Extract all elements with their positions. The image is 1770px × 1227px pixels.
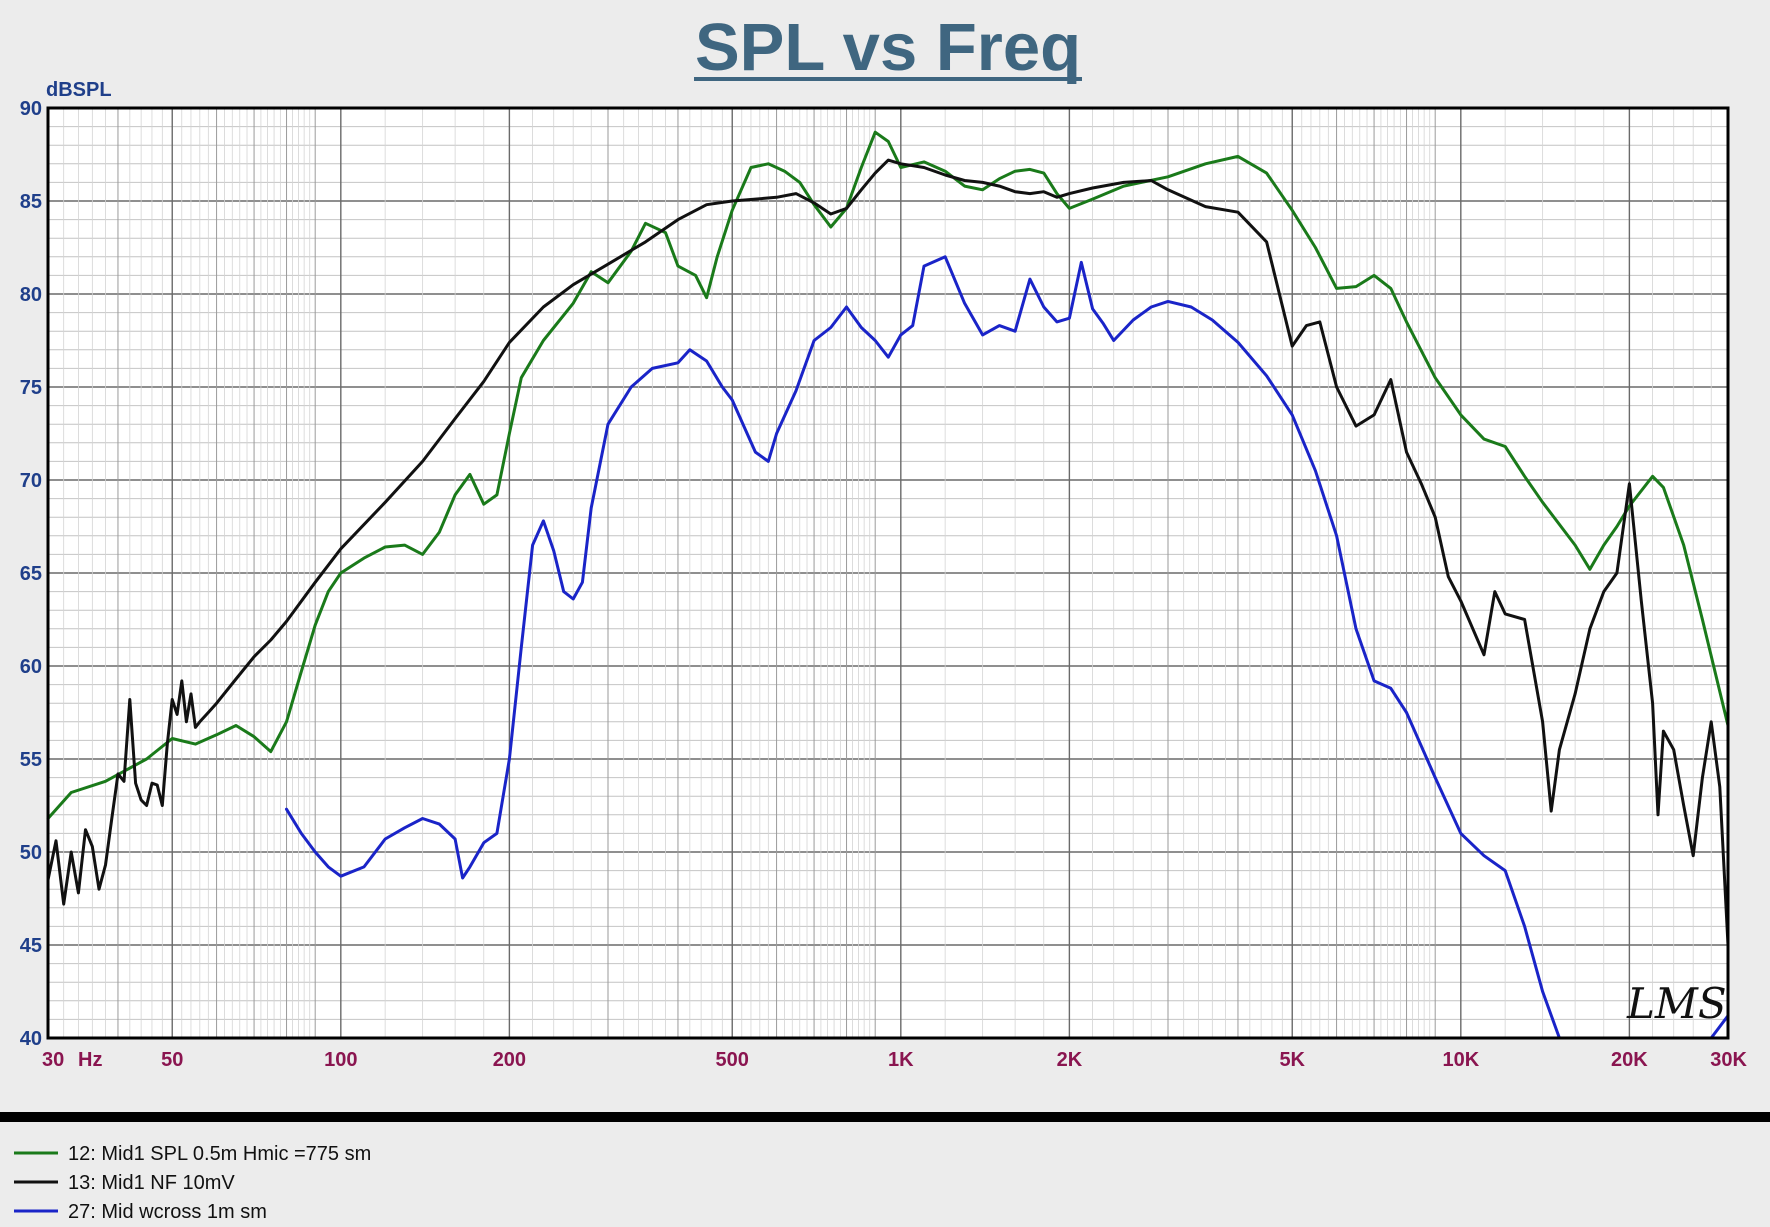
series-layer — [46, 130, 1730, 1040]
chart-title: SPL vs Freq — [695, 10, 1081, 85]
series-line-2 — [46, 158, 1730, 947]
y-tick-label: 60 — [20, 656, 42, 678]
legend-label: 27: Mid wcross 1m sm — [68, 1201, 267, 1223]
x-tick-label: 1K — [888, 1049, 914, 1071]
series-line-3 — [285, 255, 1730, 1040]
series-line-1 — [46, 130, 1730, 820]
x-tick-label: 5K — [1279, 1049, 1305, 1071]
legend: 12: Mid1 SPL 0.5m Hmic =775 sm 13: Mid1 N… — [14, 1143, 371, 1223]
plot-grid — [47, 107, 1729, 1039]
legend-label: 12: Mid1 SPL 0.5m Hmic =775 sm — [68, 1143, 371, 1165]
x-tick-label: 200 — [493, 1049, 526, 1071]
x-unit-label: Hz — [78, 1049, 102, 1071]
plot-frame — [46, 106, 1730, 1040]
x-tick-labels: 30 50 100 200 500 1K 2K 5K 10K 20K 30K — [42, 1049, 1748, 1071]
x-tick-label: 30 — [42, 1049, 64, 1071]
y-tick-label: 55 — [20, 749, 42, 771]
legend-label: 13: Mid1 NF 10mV — [68, 1172, 235, 1194]
x-tick-label: 2K — [1057, 1049, 1083, 1071]
y-axis-label: dBSPL — [46, 79, 112, 101]
x-tick-label: 20K — [1611, 1049, 1648, 1071]
y-tick-labels: 90 85 80 75 70 65 60 55 50 45 40 — [20, 98, 42, 1050]
chart-title-group: SPL vs Freq — [694, 10, 1082, 85]
y-tick-label: 45 — [20, 935, 42, 957]
y-tick-label: 70 — [20, 470, 42, 492]
y-tick-label: 65 — [20, 563, 42, 585]
y-tick-label: 80 — [20, 284, 42, 306]
y-tick-label: 75 — [20, 377, 42, 399]
x-tick-label: 30K — [1710, 1049, 1747, 1071]
x-tick-label: 50 — [161, 1049, 183, 1071]
y-tick-label: 40 — [20, 1028, 42, 1050]
x-tick-label: 100 — [324, 1049, 357, 1071]
legend-divider — [0, 1112, 1770, 1122]
y-tick-label: 90 — [20, 98, 42, 120]
lms-watermark: LMS — [1626, 979, 1727, 1028]
x-tick-label: 500 — [716, 1049, 749, 1071]
y-tick-label: 50 — [20, 842, 42, 864]
x-tick-label: 10K — [1442, 1049, 1479, 1071]
y-tick-label: 85 — [20, 191, 42, 213]
